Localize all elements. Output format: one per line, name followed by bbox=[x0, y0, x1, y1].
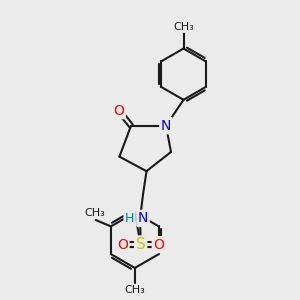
Text: O: O bbox=[113, 103, 124, 118]
Text: CH₃: CH₃ bbox=[173, 22, 194, 32]
Text: N: N bbox=[138, 212, 148, 225]
Text: CH₃: CH₃ bbox=[124, 285, 145, 296]
Text: N: N bbox=[161, 119, 171, 133]
Text: CH₃: CH₃ bbox=[84, 208, 105, 218]
Text: O: O bbox=[117, 238, 128, 252]
Text: S: S bbox=[136, 237, 146, 252]
Text: O: O bbox=[153, 238, 164, 252]
Text: H: H bbox=[125, 212, 134, 225]
